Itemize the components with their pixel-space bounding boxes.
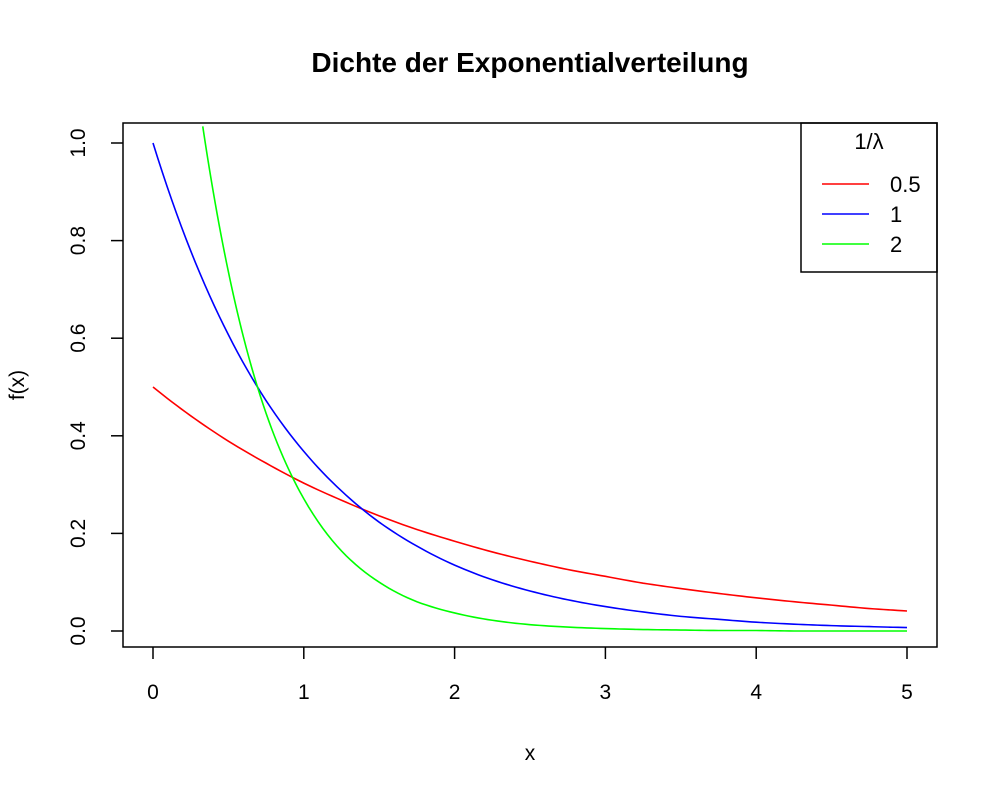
legend: 1/λ 0.5 1 2 [800,122,938,273]
y-tick-label: 0.0 [67,616,90,645]
legend-title: 1/λ [854,129,883,154]
x-tick-label: 0 [147,681,159,704]
series-lines [152,126,908,632]
x-axis: 0 1 2 3 4 5 [147,647,913,704]
legend-label: 0.5 [890,172,921,197]
y-tick-label: 1.0 [67,128,90,157]
legend-box [800,122,938,273]
y-tick-label: 0.2 [67,519,90,548]
y-tick-label: 0.6 [67,324,90,353]
y-axis: 0.0 0.2 0.4 0.6 0.8 1.0 [67,128,123,646]
y-axis-label: f(x) [6,370,29,400]
x-tick-label: 5 [901,681,913,704]
series-line-2 [201,126,907,632]
x-tick-label: 4 [750,681,762,704]
y-tick-label: 0.8 [67,226,90,255]
series-line-1 [152,142,908,629]
chart-title: Dichte der Exponentialverteilung [311,47,748,78]
plot-frame [122,122,938,648]
series-line-0 [152,386,908,612]
legend-label: 2 [890,232,902,257]
x-axis-label: x [525,742,536,765]
x-tick-label: 1 [298,681,310,704]
x-tick-label: 3 [600,681,612,704]
x-tick-label: 2 [449,681,461,704]
y-tick-label: 0.4 [67,421,90,451]
legend-label: 1 [890,202,902,227]
